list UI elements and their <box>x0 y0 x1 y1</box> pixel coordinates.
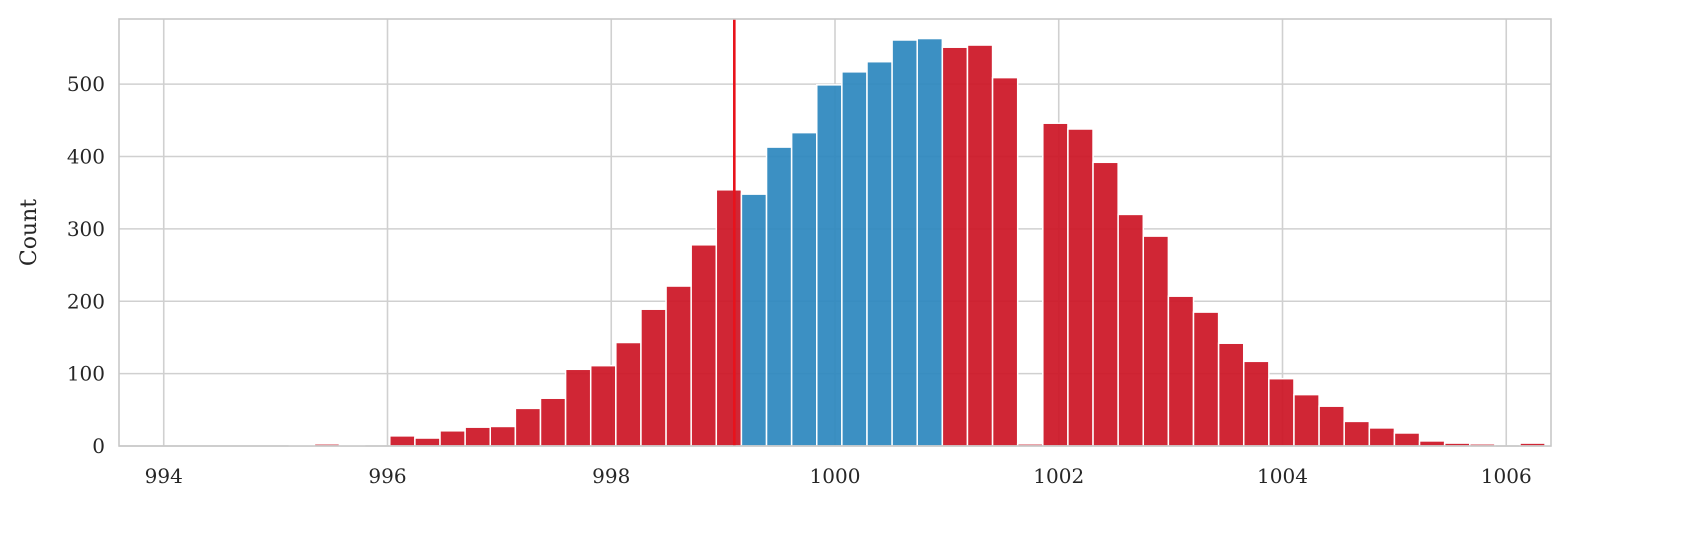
histogram-bar <box>489 425 517 447</box>
histogram-bar <box>439 430 466 447</box>
histogram-bar <box>1368 427 1396 447</box>
histogram-bar <box>740 193 768 447</box>
histogram-bar <box>464 426 492 447</box>
bar-layer <box>288 37 1571 447</box>
histogram-bar <box>1217 342 1245 447</box>
x-tick-label: 996 <box>368 464 406 488</box>
histogram-bar <box>1042 122 1069 447</box>
histogram-bar <box>1117 213 1145 447</box>
y-tick-label: 200 <box>67 289 105 313</box>
histogram-bar <box>1393 432 1421 447</box>
y-tick-label: 500 <box>67 72 105 96</box>
histogram-bar <box>1092 161 1119 447</box>
histogram-bar <box>690 244 718 447</box>
histogram-bar <box>1318 405 1345 447</box>
histogram-bar <box>941 46 969 447</box>
histogram-bar <box>816 84 843 447</box>
y-axis-title: Count <box>17 199 42 266</box>
x-tick-label: 1002 <box>1033 464 1084 488</box>
plot-frame <box>118 18 1552 447</box>
histogram-bar <box>514 407 542 447</box>
histogram-bar <box>891 39 918 447</box>
histogram-bar <box>640 308 667 447</box>
histogram-bar <box>589 364 617 447</box>
histogram-bar <box>991 76 1019 447</box>
y-tick-label: 300 <box>67 217 105 241</box>
histogram-bar <box>615 341 642 447</box>
histogram-bar <box>916 37 944 447</box>
histogram-bar <box>841 71 868 447</box>
histogram-bar <box>389 435 416 447</box>
histogram-bar <box>765 146 793 447</box>
histogram-bar <box>1192 311 1220 447</box>
y-tick-label: 400 <box>67 145 105 169</box>
x-tick-label: 1006 <box>1481 464 1532 488</box>
histogram-bar <box>1293 393 1320 447</box>
histogram-bar <box>1268 377 1295 447</box>
x-tick-label: 1000 <box>810 464 861 488</box>
histogram-bar <box>1167 295 1195 447</box>
histogram-bar <box>414 437 441 447</box>
histogram-bar <box>790 131 818 447</box>
x-tick-label: 994 <box>145 464 183 488</box>
histogram-bar <box>715 189 743 447</box>
histogram-bar <box>1343 420 1371 447</box>
histogram-bar <box>1067 128 1094 447</box>
histogram-bar <box>966 44 994 447</box>
tick-layer: 994 996 998 1000 1002 1004 1006 0 100 200 300 400 50… <box>67 72 1532 488</box>
y-tick-label: 0 <box>92 434 105 458</box>
y-tick-label: 100 <box>67 362 105 386</box>
histogram-bar <box>1142 235 1170 447</box>
histogram-bar <box>866 60 893 447</box>
histogram-bar <box>665 285 692 447</box>
histogram-bar <box>539 397 567 447</box>
histogram-bar <box>1242 360 1270 447</box>
x-tick-label: 998 <box>592 464 630 488</box>
x-tick-label: 1004 <box>1257 464 1308 488</box>
histogram-bar <box>564 368 592 447</box>
